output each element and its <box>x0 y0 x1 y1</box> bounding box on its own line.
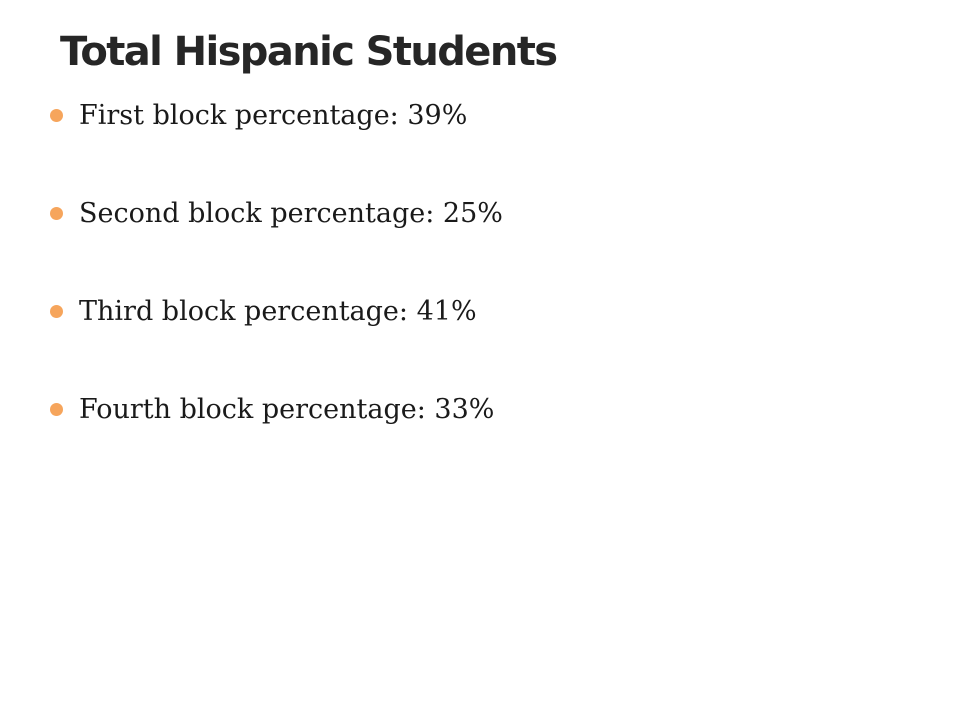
bullet-text: Third block percentage: 41% <box>79 295 477 327</box>
list-item: First block percentage: 39% <box>50 92 503 138</box>
list-item: Third block percentage: 41% <box>50 288 503 334</box>
bullet-dot-icon <box>50 304 63 318</box>
bullet-dot-icon <box>50 108 63 122</box>
bullet-text: First block percentage: 39% <box>79 99 468 131</box>
bullet-list: First block percentage: 39% Second block… <box>50 92 503 484</box>
list-item: Second block percentage: 25% <box>50 190 503 236</box>
bullet-dot-icon <box>50 206 63 220</box>
bullet-text: Second block percentage: 25% <box>79 197 503 229</box>
bullet-text: Fourth block percentage: 33% <box>79 393 495 425</box>
bullet-dot-icon <box>50 402 63 416</box>
list-item: Fourth block percentage: 33% <box>50 386 503 432</box>
slide-title: Total Hispanic Students <box>60 29 558 75</box>
